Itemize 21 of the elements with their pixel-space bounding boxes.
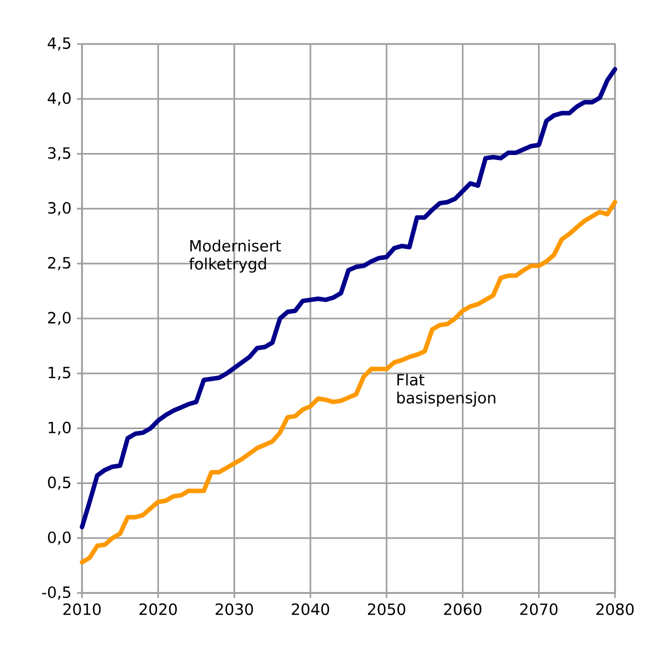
x-tick-label: 2020 [140,603,177,616]
y-tick-label: 3,5 [48,147,70,160]
x-tick-label: 2050 [368,603,406,616]
y-tick-label: 0,5 [48,476,70,490]
y-tick-label: 2,0 [48,312,71,326]
y-tick-label: -0,5 [42,586,70,600]
y-tick-label: 1,5 [48,366,70,380]
x-tick-label: 2070 [520,603,558,616]
y-tick-label: 1,0 [48,422,71,435]
y-tick-label: 0,0 [48,531,71,545]
text: Modernisert folketrygd [189,240,281,273]
x-tick-label: 2030 [216,603,253,616]
y-tick-label: 4,5 [48,37,70,51]
x-tick-label: 2080 [596,603,634,616]
x-tick-label: 2040 [292,603,330,616]
series-label: Flat basispensjon [397,374,496,407]
y-tick-label: 2,5 [48,256,70,270]
y-tick-label: 4,0 [48,92,71,106]
x-tick-label: 2060 [444,603,482,616]
y-tick-label: 3,0 [48,202,71,216]
x-tick-label: 2010 [63,603,101,616]
